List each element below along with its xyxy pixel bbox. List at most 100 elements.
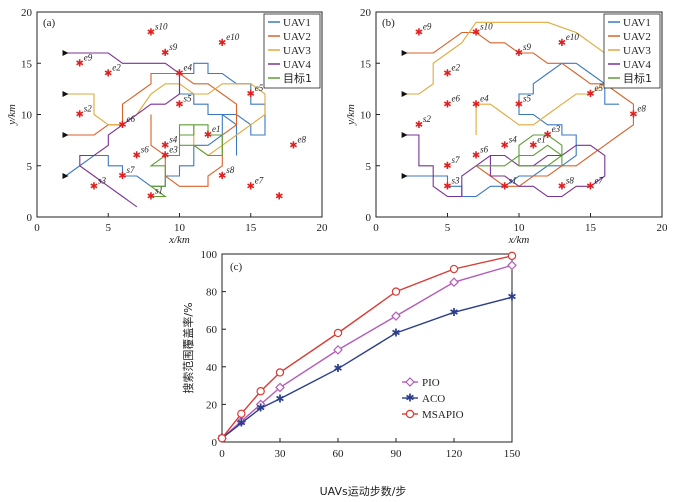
- marker-label: s2: [423, 114, 432, 124]
- marker-label: s8: [566, 175, 575, 185]
- x-tick-label: 0: [34, 222, 40, 234]
- series-line-MSAPIO: [221, 255, 513, 439]
- marker-label: s1: [155, 186, 163, 196]
- target-marker-icon: ✱: [501, 140, 509, 151]
- marker-label: s4: [509, 134, 518, 144]
- y-tick-label: 80: [206, 287, 218, 299]
- path-UAV4: [404, 134, 606, 198]
- legend-label: 目标1: [283, 71, 312, 85]
- diamond-marker: [507, 260, 517, 271]
- path-目标1: [149, 124, 223, 198]
- target-marker-icon: ✱: [443, 161, 451, 172]
- y-axis-label: 搜索范围覆盖率/%: [181, 302, 195, 393]
- legend-label: UAV1: [283, 17, 311, 29]
- circle-marker: [275, 368, 285, 377]
- marker-label: s2: [84, 104, 93, 114]
- start-arrow-icon: [62, 91, 69, 97]
- plot-frame: [221, 253, 513, 443]
- diamond-marker: [449, 277, 459, 288]
- path-UAV2: [65, 72, 238, 187]
- legend-box: [263, 13, 321, 89]
- series-line-PIO: [221, 264, 513, 439]
- target-marker-icon: ✱: [586, 181, 594, 192]
- target-marker-icon: ✱: [133, 151, 141, 162]
- target-marker-icon: ✱: [247, 181, 255, 192]
- path-UAV3: [65, 83, 266, 157]
- marker-label: e1: [212, 124, 221, 134]
- y-tick-label: 0: [212, 437, 218, 449]
- x-tick-label: 20: [657, 222, 669, 234]
- target-marker-icon: ✱: [443, 69, 451, 80]
- marker-label: e10: [226, 32, 239, 42]
- target-marker-icon: ✱: [443, 181, 451, 192]
- target-marker-icon: ✱: [175, 69, 183, 80]
- target-marker-icon: ✱: [415, 28, 423, 39]
- start-arrow-icon: [401, 91, 408, 97]
- panel-label: (b): [382, 17, 395, 29]
- target-marker-icon: ✱: [275, 192, 283, 203]
- marker-label: e3: [552, 124, 561, 134]
- start-arrow-icon: [401, 50, 408, 56]
- diamond-marker: [333, 345, 343, 355]
- target-marker-icon: ✱: [118, 171, 126, 182]
- circle-marker: [256, 387, 265, 396]
- legend-label: UAV2: [623, 31, 651, 43]
- marker-label: s9: [169, 42, 178, 52]
- x-axis-label: x/km: [168, 234, 190, 246]
- marker-label: s4: [169, 134, 178, 144]
- target-marker-icon: ✱: [104, 69, 112, 80]
- marker-label: s5: [184, 93, 193, 103]
- x-tick-label: 60: [333, 448, 345, 460]
- marker-label: e9: [423, 22, 432, 32]
- target-marker-icon: ✱: [289, 140, 297, 151]
- legend-label: UAV3: [623, 45, 651, 57]
- marker-label: e4: [184, 63, 193, 73]
- target-marker-icon: ✱: [443, 99, 451, 110]
- y-tick-label: 20: [21, 7, 33, 19]
- target-marker-icon: ✱: [218, 38, 226, 49]
- circle-marker: [507, 251, 517, 261]
- diamond-marker: [391, 311, 401, 321]
- marker-label: e7: [255, 175, 264, 185]
- diamond-marker: [405, 377, 415, 387]
- target-marker-icon: ✱: [175, 99, 183, 110]
- target-marker-icon: ✱: [76, 110, 84, 121]
- marker-label: s1: [509, 175, 517, 185]
- y-tick-label: 0: [27, 212, 33, 224]
- marker-label: e8: [298, 134, 307, 144]
- x-tick-label: 120: [446, 448, 463, 460]
- star-marker: ✱: [256, 402, 265, 415]
- marker-label: e2: [112, 63, 121, 73]
- marker-label: s3: [98, 175, 107, 185]
- marker-label: s9: [523, 42, 532, 52]
- star-marker: ✱: [333, 362, 342, 375]
- circle-marker: [405, 409, 415, 419]
- target-marker-icon: ✱: [161, 140, 169, 151]
- y-tick-label: 0: [366, 212, 372, 224]
- y-tick-label: 15: [360, 58, 372, 70]
- target-marker-icon: ✱: [515, 99, 523, 110]
- marker-label: e5: [255, 83, 264, 93]
- target-marker-icon: ✱: [501, 181, 509, 192]
- marker-label: e3: [169, 145, 178, 155]
- legend-label: UAV4: [283, 59, 311, 71]
- legend-label: UAV2: [283, 31, 311, 43]
- legend-label: PIO: [422, 377, 440, 389]
- x-tick-label: 30: [275, 448, 287, 460]
- star-marker: ✱: [391, 326, 400, 339]
- x-tick-label: 10: [514, 222, 526, 234]
- marker-label: e2: [452, 63, 461, 73]
- legend: PIO ✱ ACO MSAPIO: [402, 377, 464, 421]
- marker-label: s6: [141, 145, 150, 155]
- start-arrow-icon: [401, 173, 408, 179]
- x-tick-label: 150: [504, 448, 521, 460]
- x-tick-label: 20: [317, 222, 329, 234]
- path-UAV4: [65, 52, 181, 208]
- marker-label: e7: [595, 175, 604, 185]
- star-marker: ✱: [275, 392, 284, 405]
- x-tick-label: 0: [373, 222, 379, 234]
- marker-label: s10: [480, 22, 493, 32]
- start-arrow-icon: [401, 132, 408, 138]
